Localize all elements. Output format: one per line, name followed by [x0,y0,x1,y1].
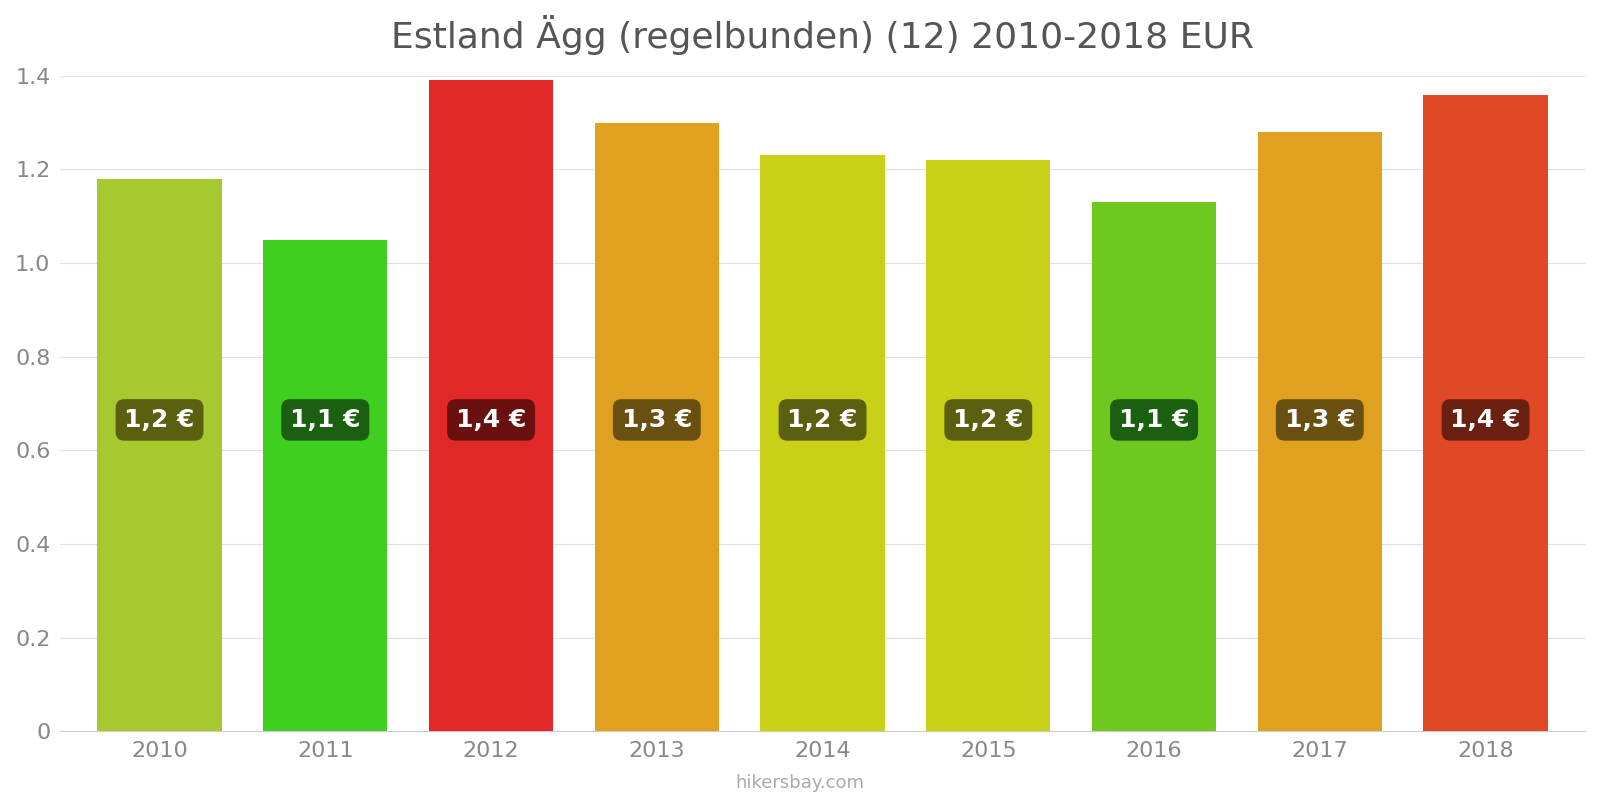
Bar [98,178,222,731]
Bar [595,122,718,731]
Text: 1,2 €: 1,2 € [125,408,195,432]
Bar [1424,94,1547,731]
Bar [926,160,1051,731]
Text: 1,4 €: 1,4 € [456,408,526,432]
Text: 1,3 €: 1,3 € [1285,408,1355,432]
Title: Estland Ägg (regelbunden) (12) 2010-2018 EUR: Estland Ägg (regelbunden) (12) 2010-2018… [390,15,1254,55]
Bar [760,155,885,731]
Text: 1,3 €: 1,3 € [622,408,691,432]
Text: 1,1 €: 1,1 € [290,408,360,432]
Text: 1,4 €: 1,4 € [1450,408,1520,432]
Bar [1091,202,1216,731]
Bar [429,81,554,731]
Bar [1258,132,1382,731]
Bar [262,240,387,731]
Text: 1,2 €: 1,2 € [787,408,858,432]
Text: 1,1 €: 1,1 € [1118,408,1189,432]
Text: hikersbay.com: hikersbay.com [736,774,864,792]
Text: 1,2 €: 1,2 € [954,408,1024,432]
